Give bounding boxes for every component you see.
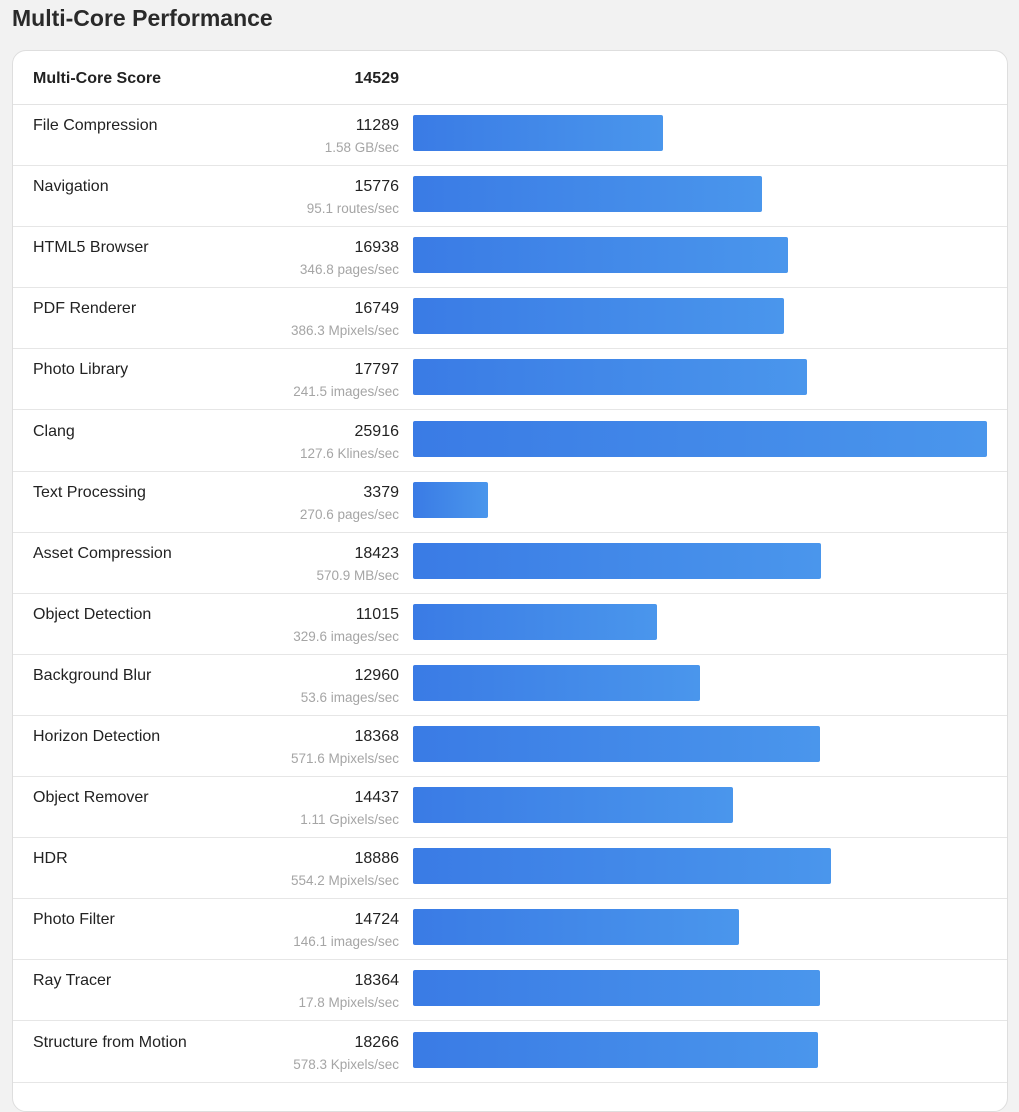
benchmark-score: 25916: [354, 422, 400, 440]
page-title: Multi-Core Performance: [12, 5, 273, 31]
benchmark-throughput: 554.2 Mpixels/sec: [290, 873, 399, 889]
benchmark-bar: [413, 481, 488, 518]
benchmark-throughput: 1.11 Gpixels/sec: [300, 812, 399, 828]
benchmark-name: HDR: [33, 850, 68, 868]
benchmark-bar: [413, 420, 987, 457]
benchmark-row: Photo Library 17797 241.5 images/sec: [13, 349, 1007, 411]
benchmark-row: HTML5 Browser 16938 346.8 pages/sec: [13, 227, 1007, 289]
benchmark-name: Text Processing: [33, 483, 146, 501]
summary-score: 14529: [354, 70, 400, 87]
benchmark-row: Object Detection 11015 329.6 images/sec: [13, 594, 1007, 655]
benchmark-throughput: 1.58 GB/sec: [324, 140, 399, 155]
benchmark-bar: [413, 664, 701, 701]
benchmark-name: Photo Library: [33, 361, 129, 379]
benchmark-bar: [413, 787, 733, 824]
benchmark-score: 18368: [354, 728, 400, 745]
benchmark-throughput: 17.8 Mpixels/sec: [298, 995, 399, 1011]
benchmark-throughput: 578.3 Kpixels/sec: [293, 1056, 399, 1072]
summary-label: Multi-Core Score: [33, 70, 162, 87]
benchmark-name: Horizon Detection: [33, 728, 161, 745]
benchmark-score: 14437: [354, 789, 400, 807]
benchmark-row: Object Remover 14437 1.11 Gpixels/sec: [13, 777, 1007, 839]
benchmark-row: Background Blur 12960 53.6 images/sec: [13, 655, 1007, 716]
benchmark-row: Asset Compression 18423 570.9 MB/sec: [13, 533, 1007, 594]
benchmark-bar: [413, 726, 820, 762]
benchmark-throughput: 329.6 images/sec: [293, 628, 399, 644]
benchmark-throughput: 571.6 Mpixels/sec: [290, 751, 399, 766]
results-card: Multi-Core Score 14529 File Compression …: [12, 50, 1008, 1112]
benchmark-throughput: 53.6 images/sec: [300, 689, 399, 705]
benchmark-throughput: 386.3 Mpixels/sec: [290, 323, 399, 339]
benchmark-score: 3379: [363, 483, 399, 501]
benchmark-bar: [413, 176, 763, 213]
benchmark-name: PDF Renderer: [33, 300, 137, 318]
benchmark-score: 16938: [354, 239, 400, 257]
benchmark-bar: [413, 848, 832, 885]
benchmark-bar: [413, 298, 784, 335]
summary-row: Multi-Core Score 14529: [13, 51, 1007, 105]
benchmark-score: 11015: [355, 605, 399, 623]
benchmark-bar: [413, 237, 789, 274]
benchmark-name: Object Remover: [33, 789, 149, 807]
benchmark-row: Ray Tracer 18364 17.8 Mpixels/sec: [13, 960, 1007, 1022]
benchmark-bar: [413, 115, 664, 151]
benchmark-throughput: 95.1 routes/sec: [306, 201, 399, 217]
benchmark-throughput: 270.6 pages/sec: [299, 506, 399, 522]
benchmark-score: 11289: [355, 117, 399, 134]
benchmark-score: 18423: [354, 544, 400, 562]
benchmark-name: Ray Tracer: [33, 972, 112, 990]
benchmark-score: 12960: [354, 666, 400, 684]
benchmark-score: 18364: [354, 972, 400, 990]
benchmark-name: Photo Filter: [33, 911, 115, 929]
benchmark-bar: [413, 909, 740, 946]
benchmark-row: PDF Renderer 16749 386.3 Mpixels/sec: [13, 288, 1007, 350]
benchmark-name: Clang: [33, 422, 75, 440]
benchmark-name: File Compression: [33, 117, 158, 134]
benchmark-row: Horizon Detection 18368 571.6 Mpixels/se…: [13, 716, 1007, 777]
benchmark-bar: [413, 359, 808, 396]
benchmark-row: File Compression 11289 1.58 GB/sec: [13, 105, 1007, 166]
benchmark-score: 14724: [354, 911, 400, 929]
benchmark-row: Text Processing 3379 270.6 pages/sec: [13, 472, 1007, 533]
benchmark-throughput: 127.6 Klines/sec: [299, 445, 399, 461]
benchmark-name: Navigation: [33, 178, 109, 196]
benchmark-bar: [413, 970, 820, 1007]
benchmark-name: HTML5 Browser: [33, 239, 149, 257]
benchmark-bar: [413, 1031, 818, 1068]
benchmark-throughput: 146.1 images/sec: [293, 934, 399, 950]
benchmark-bar: [413, 603, 657, 640]
benchmark-name: Background Blur: [33, 666, 152, 684]
benchmark-throughput: 241.5 images/sec: [293, 384, 399, 400]
benchmark-name: Object Detection: [33, 605, 152, 623]
benchmark-throughput: 346.8 pages/sec: [299, 262, 399, 278]
benchmark-score: 15776: [354, 178, 400, 196]
benchmark-row: Structure from Motion 18266 578.3 Kpixel…: [13, 1022, 1007, 1083]
benchmark-row: Navigation 15776 95.1 routes/sec: [13, 166, 1007, 228]
benchmark-row: HDR 18886 554.2 Mpixels/sec: [13, 838, 1007, 900]
benchmark-throughput: 570.9 MB/sec: [316, 567, 399, 583]
benchmark-score: 18266: [354, 1033, 400, 1051]
benchmark-score: 18886: [354, 850, 400, 868]
benchmark-name: Structure from Motion: [33, 1033, 187, 1051]
benchmark-bar: [413, 542, 822, 579]
benchmark-name: Asset Compression: [33, 544, 172, 562]
benchmark-score: 17797: [354, 361, 400, 379]
benchmark-row: Clang 25916 127.6 Klines/sec: [13, 411, 1007, 472]
benchmark-score: 16749: [354, 300, 400, 318]
benchmark-row: Photo Filter 14724 146.1 images/sec: [13, 899, 1007, 961]
